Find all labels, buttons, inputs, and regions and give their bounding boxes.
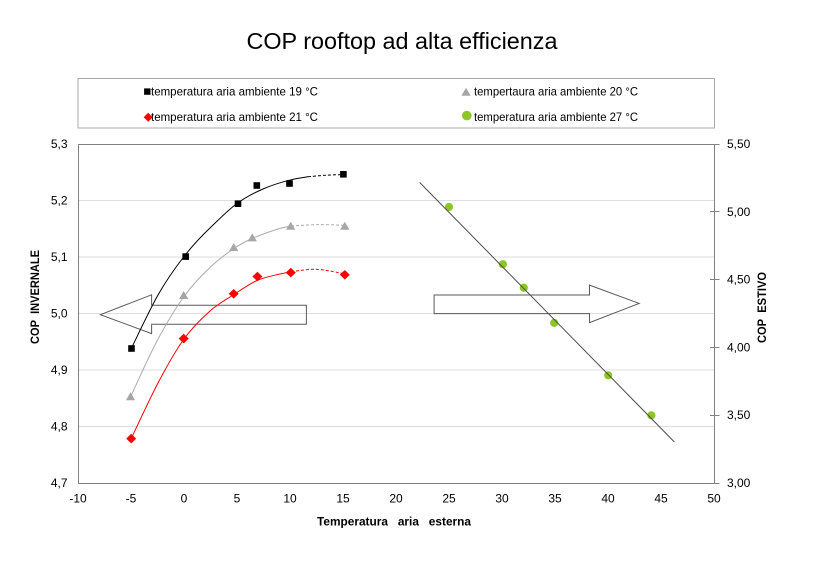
svg-text:35: 35 bbox=[548, 492, 562, 506]
svg-text:0: 0 bbox=[181, 492, 188, 506]
svg-text:4,50: 4,50 bbox=[727, 273, 751, 287]
svg-text:-10: -10 bbox=[69, 492, 87, 506]
svg-text:3,50: 3,50 bbox=[727, 408, 751, 422]
svg-text:COP ESTIVO: COP ESTIVO bbox=[755, 272, 769, 343]
svg-text:20: 20 bbox=[389, 492, 403, 506]
svg-text:COP rooftop ad alta efficienza: COP rooftop ad alta efficienza bbox=[247, 28, 558, 54]
svg-text:tempertaura aria ambiente 20 °: tempertaura aria ambiente 20 °C bbox=[474, 84, 638, 98]
svg-text:3,00: 3,00 bbox=[727, 476, 751, 490]
svg-text:10: 10 bbox=[283, 492, 297, 506]
svg-text:40: 40 bbox=[601, 492, 615, 506]
svg-text:-5: -5 bbox=[126, 492, 137, 506]
svg-text:25: 25 bbox=[442, 492, 456, 506]
svg-text:45: 45 bbox=[654, 492, 668, 506]
svg-text:Temperatura aria esterna: Temperatura aria esterna bbox=[317, 514, 471, 528]
svg-text:5,1: 5,1 bbox=[51, 250, 68, 264]
svg-text:temperatura aria ambiente 27 °: temperatura aria ambiente 27 °C bbox=[474, 110, 638, 124]
svg-text:5,00: 5,00 bbox=[727, 205, 751, 219]
svg-text:50: 50 bbox=[707, 492, 721, 506]
svg-text:temperatura aria ambiente 21 °: temperatura aria ambiente 21 °C bbox=[151, 110, 318, 124]
svg-text:5,0: 5,0 bbox=[51, 307, 68, 321]
svg-text:4,7: 4,7 bbox=[51, 476, 68, 490]
svg-text:5,50: 5,50 bbox=[727, 137, 751, 151]
svg-text:5,2: 5,2 bbox=[51, 194, 68, 208]
svg-text:5,3: 5,3 bbox=[51, 137, 68, 151]
svg-text:4,00: 4,00 bbox=[727, 340, 751, 354]
svg-text:15: 15 bbox=[336, 492, 350, 506]
svg-text:COP INVERNALE: COP INVERNALE bbox=[28, 250, 42, 344]
svg-text:5: 5 bbox=[234, 492, 241, 506]
svg-text:4,9: 4,9 bbox=[51, 363, 68, 377]
svg-text:30: 30 bbox=[495, 492, 509, 506]
svg-text:temperatura aria ambiente 19 °: temperatura aria ambiente 19 °C bbox=[151, 84, 318, 98]
svg-text:4,8: 4,8 bbox=[51, 420, 68, 434]
